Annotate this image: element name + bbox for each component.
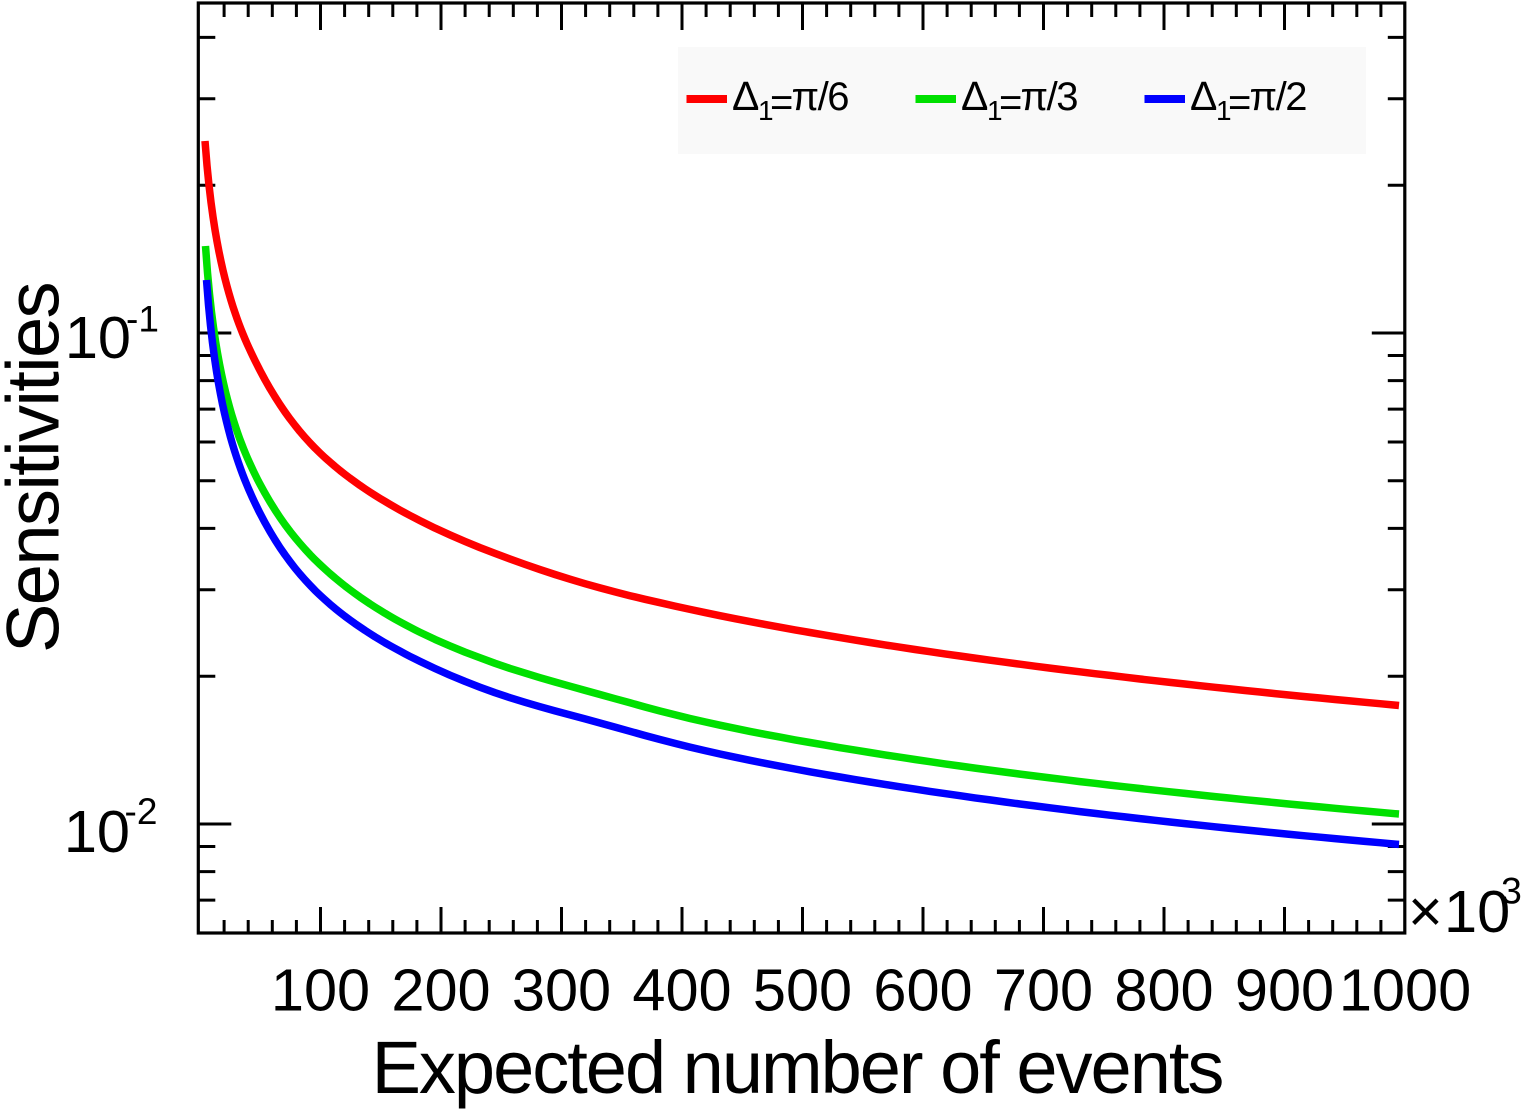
svg-text:1: 1 <box>1216 95 1232 126</box>
svg-text:900: 900 <box>1235 957 1334 1024</box>
svg-text:300: 300 <box>512 957 611 1024</box>
svg-text:200: 200 <box>391 957 490 1024</box>
svg-text:Expected number of events: Expected number of events <box>372 1026 1223 1109</box>
svg-text:3: 3 <box>1501 870 1522 912</box>
svg-text:=: = <box>770 81 793 125</box>
svg-text:1: 1 <box>758 95 774 126</box>
svg-text:100: 100 <box>271 957 370 1024</box>
svg-text:500: 500 <box>753 957 852 1024</box>
svg-text:10: 10 <box>1444 878 1510 945</box>
svg-text:-1: -1 <box>126 299 159 340</box>
svg-text:1000: 1000 <box>1339 957 1471 1024</box>
svg-text:=: = <box>1228 81 1251 125</box>
svg-text:×: × <box>1408 878 1443 945</box>
svg-text:Sensitivities: Sensitivities <box>0 283 75 653</box>
svg-text:700: 700 <box>994 957 1093 1024</box>
svg-text:π/2: π/2 <box>1250 75 1307 119</box>
svg-text:600: 600 <box>873 957 972 1024</box>
svg-text:400: 400 <box>632 957 731 1024</box>
svg-text:π/3: π/3 <box>1021 75 1078 119</box>
svg-text:Δ: Δ <box>961 73 988 119</box>
svg-text:10: 10 <box>65 304 131 371</box>
svg-text:-2: -2 <box>125 791 158 832</box>
svg-text:10: 10 <box>64 798 130 865</box>
svg-text:Δ: Δ <box>732 73 759 119</box>
svg-text:1: 1 <box>987 95 1003 126</box>
svg-text:=: = <box>999 81 1022 125</box>
svg-text:800: 800 <box>1114 957 1213 1024</box>
svg-text:Δ: Δ <box>1190 73 1217 119</box>
svg-text:π/6: π/6 <box>792 75 849 119</box>
